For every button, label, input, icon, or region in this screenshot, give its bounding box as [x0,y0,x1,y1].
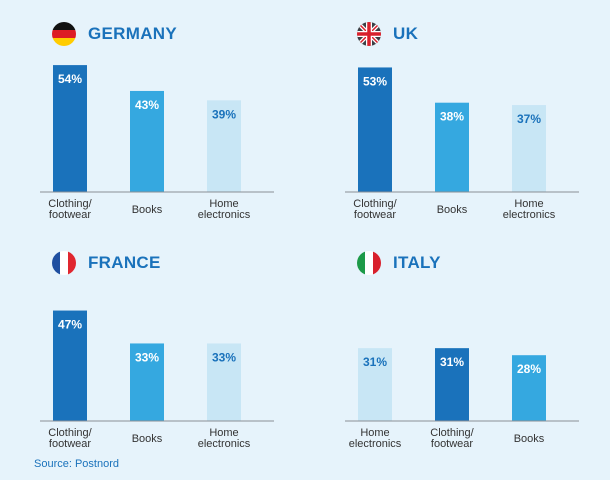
chart-title: UK [393,24,419,43]
data-label: 38% [440,110,464,124]
x-tick-label: Clothing/footwear [353,198,397,221]
panel-germany: GERMANY 54% Clothing/footwear 43% Books 39% Ho… [40,10,300,230]
data-label: 47% [58,318,82,332]
data-label: 37% [517,112,541,126]
bar [207,100,241,192]
data-label: 31% [440,355,464,369]
source-note: Source: Postnord [34,458,119,470]
x-tick-label: Clothing/footwear [48,427,92,450]
italy-flag-icon [357,251,381,275]
data-label: 33% [135,350,159,364]
panel-italy: ITALY 31% Home electronics 31% Clothing/footw… [345,239,605,459]
data-label: 28% [517,362,541,376]
bar [207,343,241,421]
bar [512,105,546,192]
chart-title: ITALY [393,253,441,272]
x-tick-label: Books [437,204,468,216]
data-label: 54% [58,72,82,86]
germany-flag-icon [52,22,76,46]
chart-title: GERMANY [88,24,177,43]
x-tick-label: Home electronics [198,427,251,450]
x-tick-label: Home electronics [198,198,251,221]
x-tick-label: Books [132,433,163,445]
data-label: 33% [212,350,236,364]
x-tick-label: Clothing/footwear [48,198,92,221]
x-tick-label: Clothing/footwear [430,427,474,450]
bar [435,102,469,192]
data-label: 39% [212,107,236,121]
panel-uk: UK 53% Clothing/footwear 38% Books 37% Home ele… [345,10,605,230]
bar [512,355,546,421]
x-tick-label: Books [514,433,545,445]
bar [358,67,392,192]
bar [53,65,87,192]
x-tick-label: Home electronics [349,427,402,450]
data-label: 53% [363,74,387,88]
bar [130,343,164,421]
bar-chart: 54% Clothing/footwear 43% Books 39% Home elect… [40,65,274,221]
data-label: 31% [363,355,387,369]
uk-flag-icon [357,22,381,46]
chart-title: FRANCE [88,253,161,272]
bar-chart: 53% Clothing/footwear 38% Books 37% Home elect… [345,67,579,221]
bar-chart: 47% Clothing/footwear 33% Books 33% Home elect… [40,310,274,450]
panel-france: FRANCE 47% Clothing/footwear 33% Books 33% Hom… [40,239,300,459]
bar [435,348,469,421]
bar [53,310,87,421]
data-label: 43% [135,98,159,112]
bar [130,90,164,192]
bar [358,348,392,421]
france-flag-icon [52,251,76,275]
x-tick-label: Home electronics [503,198,556,221]
x-tick-label: Books [132,204,163,216]
bar-chart: 31% Home electronics 31% Clothing/footwear 28… [345,348,579,450]
